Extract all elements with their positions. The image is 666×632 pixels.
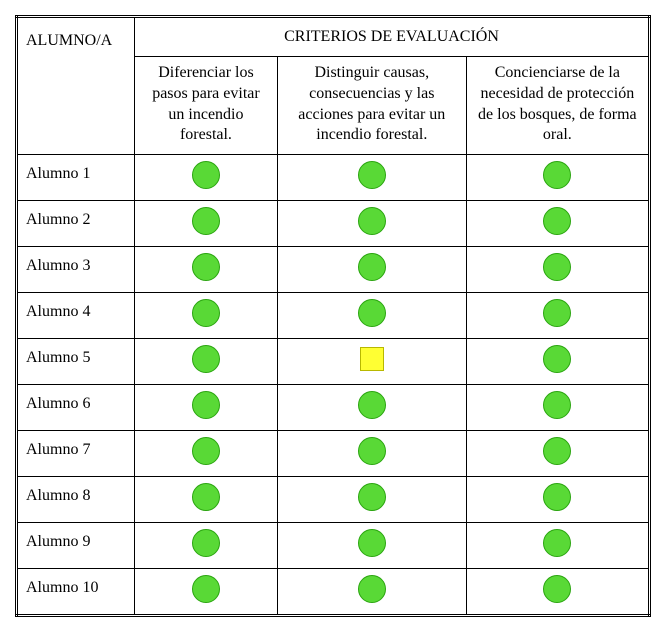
mark-cell — [135, 339, 278, 385]
green-dot-icon — [543, 161, 571, 189]
mark-cell — [466, 247, 649, 293]
row-label: Alumno 6 — [17, 385, 135, 431]
mark-cell — [277, 385, 466, 431]
mark-cell — [466, 569, 649, 616]
table-row: Alumno 5 — [17, 339, 650, 385]
green-dot-icon — [192, 299, 220, 327]
green-dot-icon — [543, 437, 571, 465]
mark-cell — [277, 339, 466, 385]
table-row: Alumno 3 — [17, 247, 650, 293]
row-label: Alumno 10 — [17, 569, 135, 616]
table-row: Alumno 7 — [17, 431, 650, 477]
green-dot-icon — [358, 207, 386, 235]
green-dot-icon — [543, 529, 571, 557]
row-label: Alumno 1 — [17, 155, 135, 201]
table-row: Alumno 6 — [17, 385, 650, 431]
green-dot-icon — [543, 207, 571, 235]
row-label: Alumno 8 — [17, 477, 135, 523]
row-label: Alumno 5 — [17, 339, 135, 385]
mark-cell — [277, 247, 466, 293]
mark-cell — [466, 155, 649, 201]
mark-cell — [277, 477, 466, 523]
mark-cell — [135, 155, 278, 201]
mark-cell — [135, 569, 278, 616]
row-label: Alumno 9 — [17, 523, 135, 569]
green-dot-icon — [192, 529, 220, 557]
green-dot-icon — [358, 253, 386, 281]
row-label: Alumno 3 — [17, 247, 135, 293]
green-dot-icon — [192, 207, 220, 235]
green-dot-icon — [192, 161, 220, 189]
mark-cell — [135, 385, 278, 431]
criterion-1: Diferenciar los pasos para evitar un inc… — [135, 57, 278, 155]
row-label: Alumno 4 — [17, 293, 135, 339]
mark-cell — [466, 293, 649, 339]
mark-cell — [135, 247, 278, 293]
evaluation-table: ALUMNO/A CRITERIOS DE EVALUACIÓN Diferen… — [15, 15, 651, 617]
green-dot-icon — [358, 437, 386, 465]
green-dot-icon — [358, 529, 386, 557]
mark-cell — [466, 477, 649, 523]
green-dot-icon — [358, 391, 386, 419]
green-dot-icon — [543, 345, 571, 373]
mark-cell — [135, 293, 278, 339]
green-dot-icon — [543, 575, 571, 603]
mark-cell — [135, 431, 278, 477]
header-row-1: ALUMNO/A CRITERIOS DE EVALUACIÓN — [17, 17, 650, 57]
green-dot-icon — [543, 391, 571, 419]
table-row: Alumno 9 — [17, 523, 650, 569]
green-dot-icon — [192, 253, 220, 281]
table-row: Alumno 8 — [17, 477, 650, 523]
green-dot-icon — [358, 483, 386, 511]
mark-cell — [466, 201, 649, 247]
table-row: Alumno 10 — [17, 569, 650, 616]
criterion-3: Concienciarse de la necesidad de protecc… — [466, 57, 649, 155]
mark-cell — [135, 523, 278, 569]
green-dot-icon — [358, 575, 386, 603]
table-row: Alumno 4 — [17, 293, 650, 339]
green-dot-icon — [543, 299, 571, 327]
mark-cell — [466, 385, 649, 431]
table-body: Alumno 1Alumno 2Alumno 3Alumno 4Alumno 5… — [17, 155, 650, 616]
green-dot-icon — [543, 253, 571, 281]
mark-cell — [466, 339, 649, 385]
header-alumno: ALUMNO/A — [17, 17, 135, 155]
mark-cell — [135, 477, 278, 523]
mark-cell — [277, 523, 466, 569]
table-row: Alumno 1 — [17, 155, 650, 201]
mark-cell — [466, 431, 649, 477]
green-dot-icon — [192, 437, 220, 465]
green-dot-icon — [192, 483, 220, 511]
mark-cell — [277, 431, 466, 477]
mark-cell — [277, 569, 466, 616]
green-dot-icon — [358, 299, 386, 327]
table-header: ALUMNO/A CRITERIOS DE EVALUACIÓN Diferen… — [17, 17, 650, 155]
criterion-2: Distinguir causas, consecuencias y las a… — [277, 57, 466, 155]
mark-cell — [135, 201, 278, 247]
yellow-square-icon — [360, 347, 384, 371]
mark-cell — [277, 155, 466, 201]
header-criterios: CRITERIOS DE EVALUACIÓN — [135, 17, 650, 57]
mark-cell — [466, 523, 649, 569]
row-label: Alumno 7 — [17, 431, 135, 477]
table-row: Alumno 2 — [17, 201, 650, 247]
mark-cell — [277, 293, 466, 339]
row-label: Alumno 2 — [17, 201, 135, 247]
mark-cell — [277, 201, 466, 247]
green-dot-icon — [192, 391, 220, 419]
green-dot-icon — [192, 345, 220, 373]
green-dot-icon — [543, 483, 571, 511]
green-dot-icon — [358, 161, 386, 189]
green-dot-icon — [192, 575, 220, 603]
